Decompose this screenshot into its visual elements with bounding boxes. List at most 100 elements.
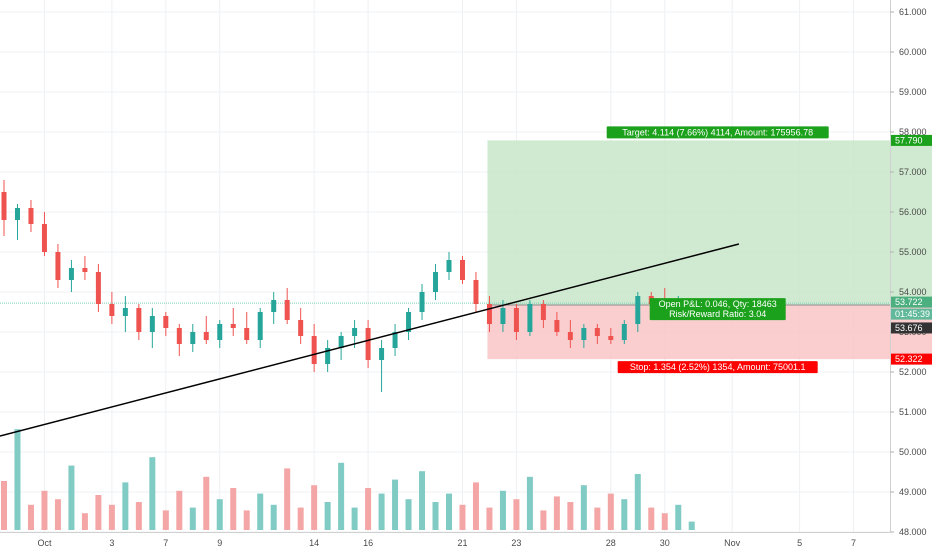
volume-bar (648, 507, 655, 530)
time-tick-label: 28 (606, 538, 616, 548)
candle-body (594, 328, 600, 336)
candle-body (217, 324, 223, 340)
volume-bar (230, 488, 237, 530)
volume-bar (189, 507, 196, 530)
volume-bar (270, 504, 277, 530)
time-tick-label: Nov (724, 538, 741, 548)
volume-bar (661, 513, 668, 530)
candle-body (338, 336, 344, 348)
stop-price-badge: 52.322 (891, 353, 932, 365)
volume-bar (27, 504, 34, 530)
volume-bar (122, 482, 129, 530)
target-label-text: Target: 4.114 (7.66%) 4114, Amount: 1759… (622, 127, 813, 137)
time-tick-label: 5 (797, 538, 802, 548)
volume-bar (365, 488, 372, 530)
volume-bar (634, 474, 641, 530)
candle-body (109, 304, 115, 316)
price-tick-label: 52.000 (899, 367, 927, 377)
time-axis[interactable]: Oct 3 7 9 14 16 21 23 28 30 Nov 5 7 (37, 538, 856, 548)
candle-body (513, 308, 519, 332)
volume-bar (203, 476, 210, 530)
volume-bar (81, 513, 88, 530)
stop-price-badge-text: 52.322 (895, 354, 923, 364)
candle-body (554, 320, 560, 332)
candle-body (230, 324, 236, 328)
volume-bar (54, 499, 61, 530)
volume-bar (95, 495, 102, 530)
volume-bar (284, 468, 291, 530)
time-tick-label: 14 (309, 538, 319, 548)
candle-body (540, 304, 546, 320)
candle-body (581, 328, 587, 340)
time-tick-label: 16 (363, 538, 373, 548)
volume-bar (351, 507, 358, 530)
volume-bar (472, 482, 479, 530)
candle-body (486, 304, 492, 324)
candle-body (82, 268, 88, 272)
candle-body (419, 292, 425, 312)
price-tick-label: 56.000 (899, 207, 927, 217)
volume-bar (459, 504, 466, 530)
candle-body (392, 332, 398, 348)
candle-body (352, 328, 358, 336)
volume-bar (675, 504, 682, 530)
open-pnl-text: Open P&L: 0.046, Qty: 18463 (659, 299, 777, 309)
price-tick-label: 48.000 (899, 527, 927, 537)
candle-body (500, 308, 506, 324)
candle-body (203, 332, 209, 340)
volume-bar (580, 485, 587, 530)
volume-bar (14, 429, 21, 530)
entry-price-badge: 53.676 (891, 322, 932, 334)
pnl-label: Open P&L: 0.046, Qty: 18463 Risk/Reward … (649, 298, 786, 321)
volume-bar (432, 502, 439, 530)
volume-bar (108, 504, 115, 530)
volume-bar (526, 476, 533, 530)
candle-body (635, 296, 641, 324)
candle-body (95, 272, 101, 304)
volume-bar (68, 465, 75, 530)
stop-label: Stop: 1.354 (2.52%) 1354, Amount: 75001.… (617, 361, 818, 374)
volume-bar (162, 510, 169, 530)
time-tick-label: 7 (163, 538, 168, 548)
countdown-badge-text: 01:45:39 (895, 309, 930, 319)
time-tick-label: 30 (660, 538, 670, 548)
price-tick-label: 51.000 (899, 407, 927, 417)
candle-body (406, 312, 412, 332)
candle-body (433, 272, 439, 292)
volume-bar (1, 481, 7, 530)
candle-body (68, 268, 74, 280)
candle-body (28, 208, 34, 224)
price-tick-label: 61.000 (899, 7, 927, 17)
volume-bar (594, 507, 601, 530)
candle-body (271, 300, 277, 312)
entry-price-badge-text: 53.676 (895, 323, 923, 333)
candle-body (122, 308, 128, 316)
volume-bar (486, 507, 493, 530)
volume-bar (149, 457, 156, 530)
candle-body (459, 260, 465, 280)
volume-bar (243, 510, 250, 530)
volume-bar (311, 485, 318, 530)
countdown-badge: 01:45:39 (891, 308, 932, 320)
trendline-segment (0, 243, 740, 437)
volume-bar (257, 493, 264, 530)
volume-bar (540, 510, 547, 530)
volume-bar (338, 462, 345, 530)
target-price-badge: 57.790 (891, 134, 932, 146)
candle-body (608, 336, 614, 340)
volume-bars (1, 429, 695, 530)
candle-body (365, 328, 371, 360)
candle-body (298, 320, 304, 336)
volume-bar (216, 499, 223, 530)
price-tick-label: 54.000 (899, 287, 927, 297)
volume-bar (405, 499, 412, 530)
volume-bar (176, 490, 183, 530)
volume-bar (419, 471, 426, 530)
time-tick-label: 7 (851, 538, 856, 548)
candle-body (284, 300, 290, 320)
candle-body (379, 348, 385, 360)
volume-bar (607, 493, 614, 530)
time-tick-label: 23 (511, 538, 521, 548)
time-tick-label: 3 (109, 538, 114, 548)
